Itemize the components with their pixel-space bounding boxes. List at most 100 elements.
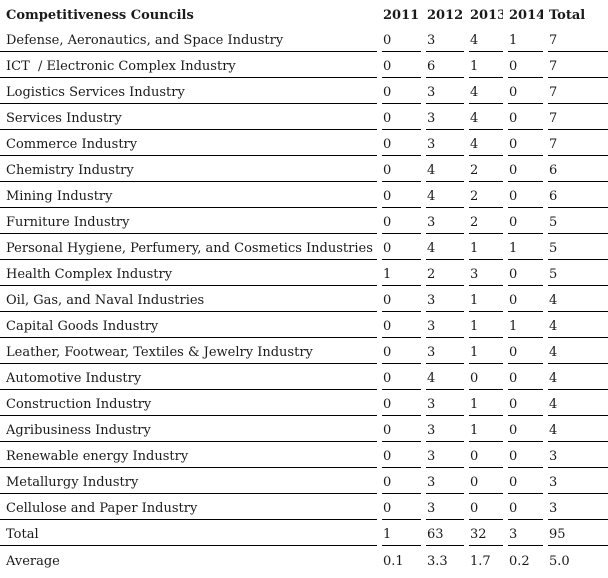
value-2013-cell: 4 — [469, 26, 503, 52]
value-2013-cell: 32 — [469, 520, 503, 546]
value-total-cell: 4 — [548, 286, 608, 312]
value-2011-cell: 0 — [382, 234, 421, 260]
value-2011-cell: 0 — [382, 52, 421, 78]
value-total-cell: 3 — [548, 442, 608, 468]
value-2013-cell: 1.7 — [470, 554, 491, 569]
value-2011-cell: 1 — [382, 260, 421, 286]
value-2013-cell: 1 — [469, 52, 503, 78]
value-2012-cell: 3.3 — [427, 554, 448, 569]
header-year-2011: 2011 — [383, 8, 420, 23]
council-name-cell: Renewable energy Industry — [0, 442, 377, 468]
value-total-cell: 7 — [548, 104, 608, 130]
value-total-cell: 7 — [548, 52, 608, 78]
value-2013-cell: 2 — [469, 156, 503, 182]
table-total-row: Total 1 63 32 3 95 — [0, 520, 608, 546]
table-row: Construction Industry 0 3 1 0 4 — [0, 390, 608, 416]
council-name-cell: Chemistry Industry — [0, 156, 377, 182]
council-name-cell: ICT / Electronic Complex Industry — [0, 52, 377, 78]
value-2013-cell: 1 — [469, 234, 503, 260]
value-total-cell: 4 — [548, 416, 608, 442]
value-2014-cell: 0 — [508, 130, 543, 156]
value-2014-cell: 1 — [508, 234, 543, 260]
value-2014-cell: 1 — [508, 26, 543, 52]
value-2011-cell: 0 — [382, 416, 421, 442]
council-name-cell: Construction Industry — [0, 390, 377, 416]
table-row: Mining Industry 0 4 2 0 6 — [0, 182, 608, 208]
value-total-cell: 6 — [548, 156, 608, 182]
value-2014-cell: 0 — [508, 468, 543, 494]
table-row: Agribusiness Industry 0 3 1 0 4 — [0, 416, 608, 442]
value-2012-cell: 3 — [426, 208, 464, 234]
header-year-2013: 2013 — [470, 8, 503, 23]
value-2013-cell: 0 — [469, 364, 503, 390]
value-total-cell: 6 — [548, 182, 608, 208]
value-total-cell: 5 — [548, 208, 608, 234]
value-2013-cell: 3 — [469, 260, 503, 286]
table-row: Automotive Industry 0 4 0 0 4 — [0, 364, 608, 390]
table-row: Commerce Industry 0 3 4 0 7 — [0, 130, 608, 156]
value-2014-cell: 0.2 — [509, 554, 530, 569]
value-2014-cell: 0 — [508, 364, 543, 390]
value-2013-cell: 0 — [469, 442, 503, 468]
value-2014-cell: 0 — [508, 156, 543, 182]
value-total-cell: 7 — [548, 78, 608, 104]
header-year-2012: 2012 — [427, 8, 464, 23]
value-2014-cell: 1 — [508, 312, 543, 338]
value-total-cell: 7 — [548, 130, 608, 156]
table-row: Health Complex Industry 1 2 3 0 5 — [0, 260, 608, 286]
table-row: ICT / Electronic Complex Industry 0 6 1 … — [0, 52, 608, 78]
table-row: Personal Hygiene, Perfumery, and Cosmeti… — [0, 234, 608, 260]
value-2011-cell: 0 — [382, 182, 421, 208]
value-2012-cell: 3 — [426, 286, 464, 312]
value-2014-cell: 0 — [508, 260, 543, 286]
value-2013-cell: 1 — [469, 416, 503, 442]
council-name-cell: Defense, Aeronautics, and Space Industry — [0, 26, 377, 52]
value-total-cell: 4 — [548, 364, 608, 390]
council-name-cell: Cellulose and Paper Industry — [0, 494, 377, 520]
value-2013-cell: 2 — [469, 182, 503, 208]
value-2011-cell: 0 — [382, 104, 421, 130]
value-2011-cell: 0 — [382, 208, 421, 234]
value-total-cell: 5 — [548, 260, 608, 286]
value-2012-cell: 4 — [426, 182, 464, 208]
value-2013-cell: 0 — [469, 494, 503, 520]
value-total-cell: 4 — [548, 390, 608, 416]
value-total-cell: 4 — [548, 338, 608, 364]
value-2011-cell: 0 — [382, 364, 421, 390]
value-2014-cell: 0 — [508, 52, 543, 78]
value-2011-cell: 0 — [382, 442, 421, 468]
value-2011-cell: 0 — [382, 390, 421, 416]
value-2012-cell: 3 — [426, 338, 464, 364]
council-name-cell: Oil, Gas, and Naval Industries — [0, 286, 377, 312]
value-2011-cell: 0 — [382, 468, 421, 494]
council-name-cell: Average — [6, 554, 60, 569]
value-2013-cell: 4 — [469, 104, 503, 130]
value-2014-cell: 0 — [508, 390, 543, 416]
table-average-row: Average 0.1 3.3 1.7 0.2 5.0 — [0, 546, 608, 572]
value-2011-cell: 0 — [382, 338, 421, 364]
table-body: Defense, Aeronautics, and Space Industry… — [0, 26, 608, 572]
value-2014-cell: 0 — [508, 286, 543, 312]
table-row: Logistics Services Industry 0 3 4 0 7 — [0, 78, 608, 104]
value-total-cell: 7 — [548, 26, 608, 52]
value-2013-cell: 0 — [469, 468, 503, 494]
value-2014-cell: 0 — [508, 78, 543, 104]
council-name-cell: Commerce Industry — [0, 130, 377, 156]
council-name-cell: Agribusiness Industry — [0, 416, 377, 442]
value-2014-cell: 0 — [508, 104, 543, 130]
value-2012-cell: 3 — [426, 312, 464, 338]
council-name-cell: Capital Goods Industry — [0, 312, 377, 338]
value-2011-cell: 1 — [382, 520, 421, 546]
value-2013-cell: 4 — [469, 78, 503, 104]
value-2014-cell: 0 — [508, 208, 543, 234]
table-row: Capital Goods Industry 0 3 1 1 4 — [0, 312, 608, 338]
value-2013-cell: 1 — [469, 390, 503, 416]
value-2012-cell: 3 — [426, 130, 464, 156]
value-2012-cell: 3 — [426, 416, 464, 442]
value-2013-cell: 1 — [469, 286, 503, 312]
table-row: Metallurgy Industry 0 3 0 0 3 — [0, 468, 608, 494]
table-row: Oil, Gas, and Naval Industries 0 3 1 0 4 — [0, 286, 608, 312]
council-name-cell: Logistics Services Industry — [0, 78, 377, 104]
value-2011-cell: 0 — [382, 494, 421, 520]
